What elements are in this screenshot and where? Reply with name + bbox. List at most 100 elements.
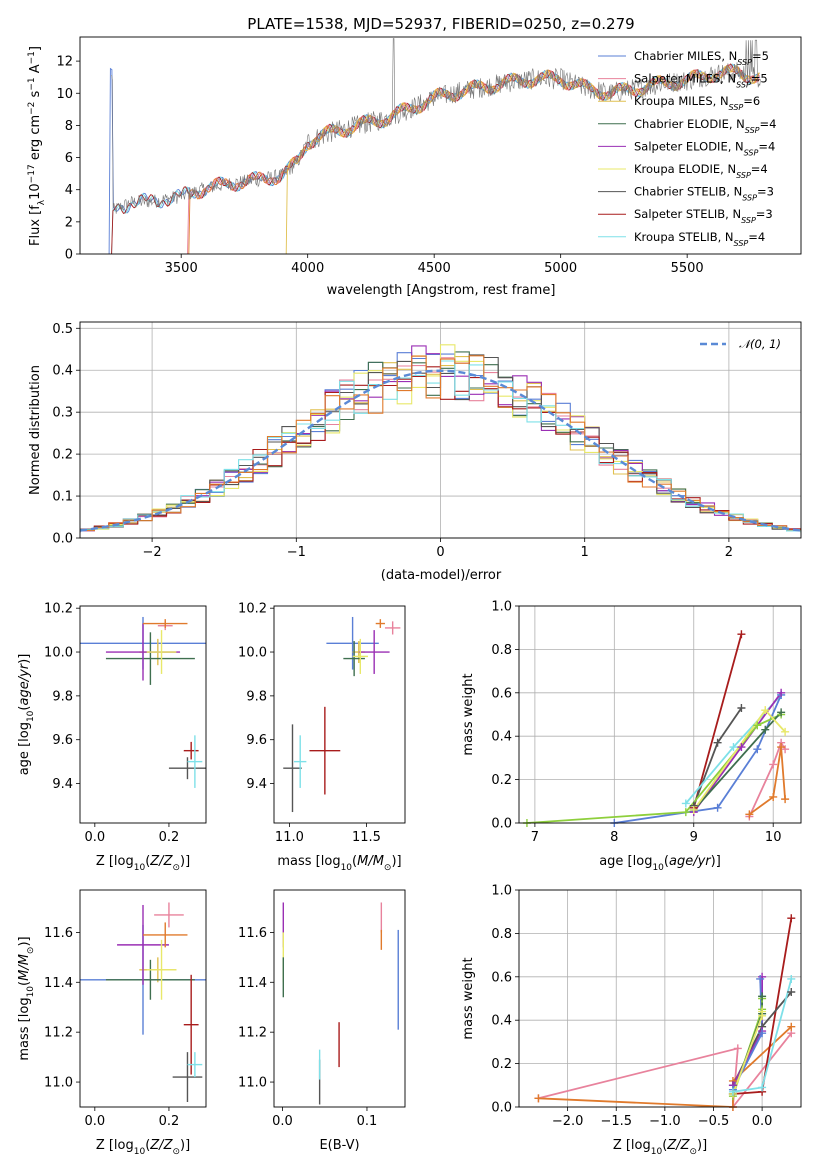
x-axis-label: Z [log10(Z/Z⊙)] xyxy=(96,1138,190,1157)
y-tick-label: 1.0 xyxy=(491,600,512,615)
y-tick-label: 0.0 xyxy=(52,532,73,547)
x-tick-label: 11.0 xyxy=(275,830,304,845)
y-tick-label: 10.0 xyxy=(238,646,267,661)
plot-area-age-vs-Z xyxy=(80,616,206,788)
plot-area-mass-vs-EBV xyxy=(282,902,399,1105)
y-axis-label: Normed distribution xyxy=(28,365,43,495)
legend-label: Kroupa STELIB, NSSP=4 xyxy=(634,230,765,248)
x-tick-label: 0.2 xyxy=(159,1114,180,1129)
weight-marker xyxy=(728,1087,737,1096)
x-tick-label: −2.0 xyxy=(552,1114,584,1129)
y-tick-label: 0.4 xyxy=(491,1014,512,1029)
x-axis-label: wavelength [Angstrom, rest frame] xyxy=(327,283,556,298)
y-axis-label: Flux [fλ10−17 erg cm−2 s−1 A−1] xyxy=(27,46,47,246)
axes-frame xyxy=(79,36,802,255)
y-tick-label: 0.2 xyxy=(52,448,73,463)
weight-line xyxy=(692,633,743,809)
y-tick-label: 9.6 xyxy=(52,733,73,748)
y-tick-label: 11.2 xyxy=(238,1026,267,1041)
x-tick-label: 9 xyxy=(690,830,698,845)
legend-label: Kroupa MILES, NSSP=6 xyxy=(634,94,760,112)
x-tick-label: 10 xyxy=(765,830,782,845)
weight-marker xyxy=(713,803,722,812)
weight-marker xyxy=(781,795,790,804)
y-tick-label: 0.5 xyxy=(52,322,73,337)
legend-label: Salpeter MILES, NSSP=5 xyxy=(634,72,768,90)
weight-marker xyxy=(787,914,796,923)
y-tick-label: 9.4 xyxy=(52,777,73,792)
y-tick-label: 10.2 xyxy=(238,602,267,617)
x-axis-label: E(B-V) xyxy=(319,1138,359,1153)
axes-frame xyxy=(273,889,406,1108)
model-spectrum xyxy=(108,64,761,254)
weight-marker xyxy=(777,743,786,752)
axes-weight-vs-Z: −2.0 −1.5 −1.0 −0.5 0.0 0.0 0.2 0.4 0.6 0.8 1.0 Z [… xyxy=(461,884,802,1157)
plot-area-weight-vs-age xyxy=(526,633,786,823)
x-tick-label: 0.0 xyxy=(272,1114,293,1129)
weight-marker xyxy=(758,1083,767,1092)
y-tick-label: 0.2 xyxy=(491,773,512,788)
legend-label: Kroupa ELODIE, NSSP=4 xyxy=(634,162,768,180)
x-tick-label: 2 xyxy=(725,545,733,560)
y-axis-label: age [log10(age/yr)] xyxy=(17,654,36,776)
weight-marker xyxy=(756,974,765,983)
y-tick-label: 0.2 xyxy=(491,1057,512,1072)
y-tick-label: 8 xyxy=(65,119,73,134)
y-tick-label: 0.6 xyxy=(491,970,512,985)
y-tick-label: 0.4 xyxy=(52,364,73,379)
x-tick-label: 7 xyxy=(531,830,539,845)
y-tick-label: 9.8 xyxy=(52,689,73,704)
x-tick-label: −0.5 xyxy=(698,1114,730,1129)
plot-layer: 3500 4000 4500 5000 5500024681012wavelength … xyxy=(17,36,802,1157)
axes-frame xyxy=(273,605,406,824)
y-tick-label: 9.8 xyxy=(246,689,267,704)
legend-label: 𝒩(0, 1) xyxy=(739,337,781,351)
x-tick-label: 5500 xyxy=(671,261,704,276)
weight-marker xyxy=(761,725,770,734)
axes-frame xyxy=(518,889,802,1108)
weight-marker xyxy=(753,745,762,754)
weight-line xyxy=(732,976,763,1086)
weight-marker xyxy=(758,992,767,1001)
legend-label: Salpeter STELIB, NSSP=3 xyxy=(634,207,773,225)
y-tick-label: 11.0 xyxy=(238,1076,267,1091)
axes-frame xyxy=(79,889,207,1108)
y-tick-label: 0.0 xyxy=(491,817,512,832)
weight-marker xyxy=(777,688,786,697)
gaussian-curve xyxy=(80,369,801,532)
y-tick-label: 10 xyxy=(56,87,73,102)
x-tick-label: −2 xyxy=(143,545,162,560)
y-tick-label: 9.4 xyxy=(246,777,267,792)
y-tick-label: 11.4 xyxy=(238,976,267,991)
x-tick-label: 11.5 xyxy=(352,830,381,845)
axes-frame xyxy=(518,605,802,824)
axes-frame xyxy=(79,605,207,824)
weight-marker xyxy=(737,630,746,639)
weight-line xyxy=(748,746,786,816)
x-axis-label: age [log10(age/yr)] xyxy=(599,854,721,873)
y-tick-label: 12 xyxy=(56,55,73,70)
model-spectrum xyxy=(187,63,760,254)
axes-age-vs-Z: 0.0 0.2 9.4 9.6 9.8 10.0 10.2 Z [log10(Z/Z⊙)] ag… xyxy=(17,602,207,873)
plot-area-mass-vs-Z xyxy=(80,902,206,1103)
x-tick-label: 0.2 xyxy=(159,830,180,845)
histogram-series xyxy=(80,355,801,532)
y-tick-label: 0.1 xyxy=(52,490,73,505)
weight-marker xyxy=(777,708,786,717)
y-tick-label: 10.0 xyxy=(44,646,73,661)
y-tick-label: 11.6 xyxy=(44,926,73,941)
y-tick-label: 6 xyxy=(65,151,73,166)
y-tick-label: 11.6 xyxy=(238,926,267,941)
y-tick-label: 11.2 xyxy=(44,1026,73,1041)
figure-title: PLATE=1538, MJD=52937, FIBERID=0250, z=0… xyxy=(247,15,634,33)
y-tick-label: 10.2 xyxy=(44,602,73,617)
weight-line xyxy=(614,694,782,823)
axes-mass-vs-EBV: 0.0 0.1 11.0 11.2 11.4 11.6 E(B-V) xyxy=(238,889,406,1153)
weight-marker xyxy=(737,703,746,712)
weight-marker xyxy=(737,743,746,752)
x-tick-label: −1 xyxy=(287,545,306,560)
legend: Chabrier MILES, NSSP=5 Salpeter MILES, NS… xyxy=(598,49,776,247)
y-tick-label: 4 xyxy=(65,183,73,198)
x-tick-label: 0.0 xyxy=(752,1114,773,1129)
